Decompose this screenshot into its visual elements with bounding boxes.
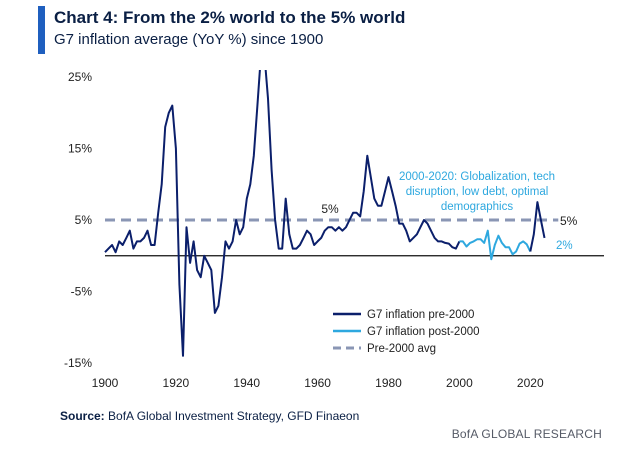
title-accent-bar [38, 6, 45, 54]
brand-label: BofA GLOBAL RESEARCH [451, 427, 602, 441]
source-label: Source: [60, 409, 105, 423]
y-tick-label: -15% [64, 356, 92, 370]
x-tick-label: 1940 [233, 376, 260, 390]
post2000-label-right: 2% [556, 240, 573, 252]
series-line-pre2000 [104, 70, 461, 357]
source-text: BofA Global Investment Strategy, GFD Fin… [108, 409, 360, 423]
legend-label: G7 inflation post-2000 [367, 326, 480, 338]
source-note: Source: BofA Global Investment Strategy,… [60, 409, 359, 423]
x-tick-label: 1920 [163, 376, 190, 390]
era-annotation-line: disruption, low debt, optimal [406, 186, 549, 198]
series-line-post2000 [459, 229, 532, 261]
x-tick-label: 2020 [517, 376, 544, 390]
x-tick-label: 1980 [375, 376, 402, 390]
era-annotation-line: demographics [441, 201, 513, 213]
x-tick-label: 1960 [304, 376, 331, 390]
avg-label-right: 5% [560, 214, 578, 228]
y-tick-label: -5% [71, 285, 93, 299]
chart-subtitle: G7 inflation average (YoY %) since 1900 [54, 31, 324, 48]
y-tick-label: 5% [75, 213, 93, 227]
legend-label: Pre-2000 avg [367, 343, 436, 355]
y-tick-label: 15% [68, 142, 92, 156]
era-annotation-line: 2000-2020: Globalization, tech [399, 171, 555, 183]
avg-label-mid: 5% [321, 202, 339, 216]
legend-label: G7 inflation pre-2000 [367, 309, 474, 321]
x-tick-label: 1900 [92, 376, 119, 390]
y-tick-label: 25% [68, 70, 92, 84]
series-line-recent [529, 201, 546, 252]
chart-title: Chart 4: From the 2% world to the 5% wor… [54, 8, 406, 27]
x-tick-label: 2000 [446, 376, 473, 390]
